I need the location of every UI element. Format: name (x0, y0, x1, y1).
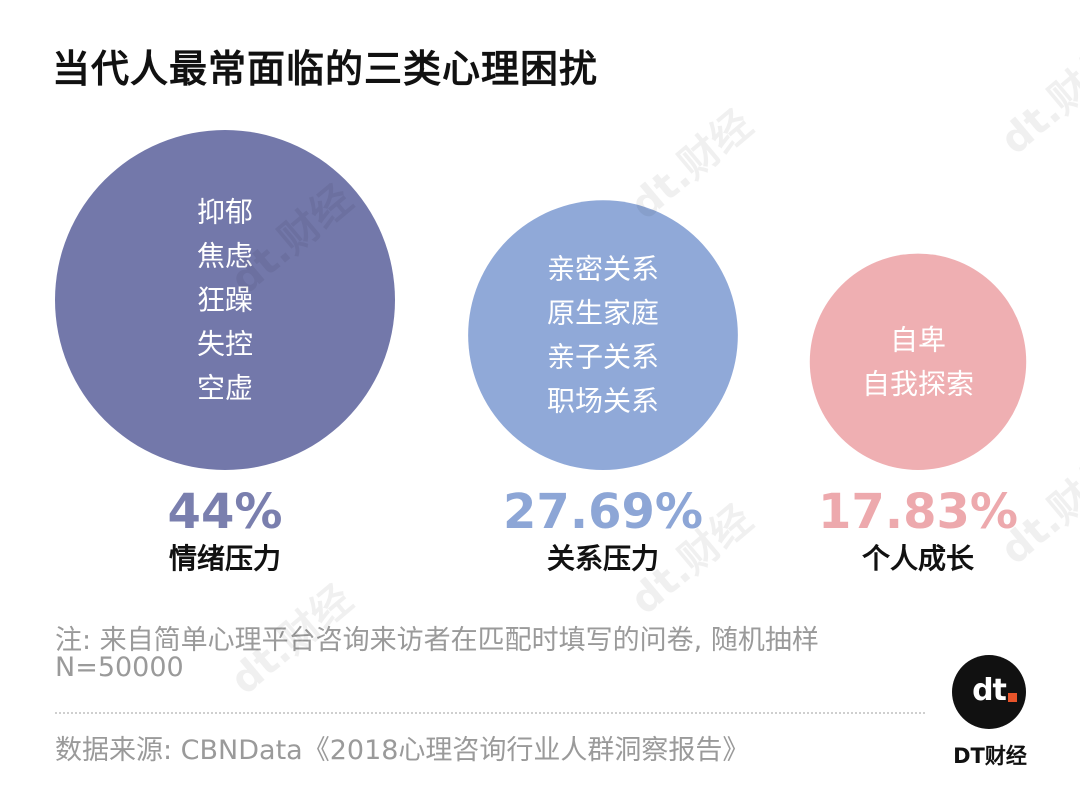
bubble-topic: 空虚 (197, 372, 253, 405)
logo-text: dt (972, 673, 1007, 708)
sample-size-note: N=50000 (55, 652, 184, 683)
dt-logo-icon: dt (952, 655, 1026, 729)
chart-title: 当代人最常面临的三类心理困扰 (52, 47, 599, 91)
bubble-topic: 失控 (197, 328, 253, 361)
bubble-topic: 狂躁 (197, 284, 253, 317)
bubble-topic: 自我探索 (862, 367, 974, 400)
bubble (55, 130, 395, 470)
dotted-divider (55, 712, 925, 714)
logo-dot (1008, 693, 1017, 702)
bubble-topic: 抑郁 (197, 196, 253, 229)
bubble (809, 253, 1027, 470)
bubble-topic: 职场关系 (547, 385, 659, 418)
bubble (468, 200, 738, 471)
data-label: 17.83% (818, 484, 1018, 540)
category-label: 个人成长 (862, 542, 974, 575)
data-label: 44% (168, 484, 283, 540)
bubble-topic: 原生家庭 (547, 297, 659, 330)
bubble-topic: 焦虑 (197, 240, 253, 273)
category-label: 关系压力 (547, 542, 659, 575)
data-label: 27.69% (503, 484, 703, 540)
footnote: 注: 来自简单心理平台咨询来访者在匹配时填写的问卷, 随机抽样 (55, 625, 819, 656)
bubble-topic: 亲密关系 (547, 253, 659, 286)
bubble-topic: 亲子关系 (547, 341, 659, 374)
category-label: 情绪压力 (169, 542, 281, 575)
bubble-topic: 自卑 (890, 323, 946, 356)
data-source: 数据来源: CBNData《2018心理咨询行业人群洞察报告》 (55, 735, 750, 766)
brand-name: DT财经 (953, 744, 1027, 768)
